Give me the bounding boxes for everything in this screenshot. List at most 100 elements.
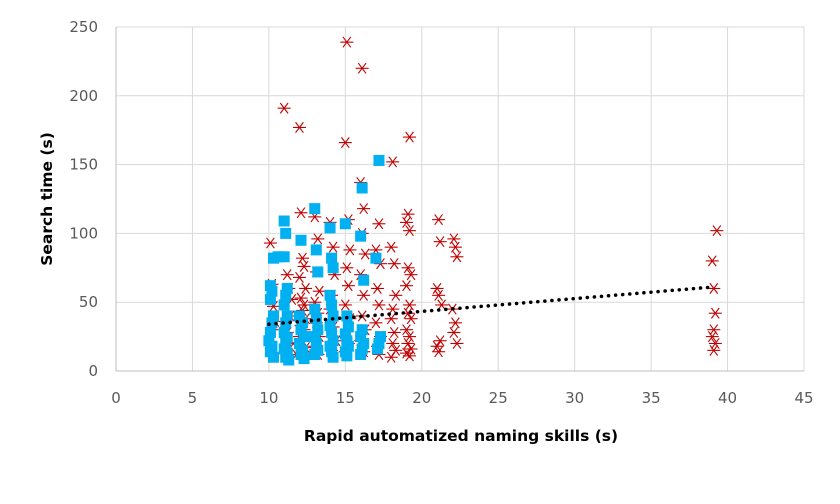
- data-point-square: [293, 337, 305, 349]
- data-point-square: [295, 324, 307, 336]
- data-point-square: [267, 310, 279, 322]
- data-point-square: [283, 354, 295, 366]
- data-point-asterisk: [399, 216, 413, 228]
- x-tick-label: 0: [111, 389, 121, 407]
- data-point-asterisk: [384, 241, 398, 253]
- data-point-square: [280, 289, 292, 301]
- x-tick-label: 40: [718, 389, 737, 407]
- y-tick-label: 0: [88, 362, 98, 380]
- data-point-asterisk: [384, 351, 398, 363]
- x-tick-label: 25: [489, 389, 508, 407]
- data-point-square: [309, 331, 321, 343]
- data-point-asterisk: [292, 271, 306, 283]
- data-point-asterisk: [433, 236, 447, 248]
- data-point-square: [356, 343, 368, 355]
- data-point-square: [327, 335, 339, 347]
- data-point-asterisk: [707, 344, 721, 356]
- data-point-asterisk: [404, 313, 418, 325]
- x-tick-label: 15: [336, 389, 355, 407]
- data-point-asterisk: [403, 131, 417, 143]
- data-point-square: [310, 313, 322, 325]
- data-point-square: [339, 218, 351, 230]
- data-point-square: [373, 337, 385, 349]
- data-point-square: [266, 340, 278, 352]
- x-tick-label: 30: [565, 389, 584, 407]
- data-point-square: [371, 343, 383, 355]
- gridlines: [116, 26, 805, 371]
- data-point-asterisk: [448, 317, 462, 329]
- data-point-square: [278, 215, 290, 227]
- data-point-square: [309, 203, 321, 215]
- tick-labels: 0 5 10 15 20 25 30 35 40 45 0 50 100 150 200 250: [69, 18, 813, 407]
- data-point-square: [327, 262, 339, 274]
- data-point-asterisk: [357, 289, 371, 301]
- data-point-asterisk: [707, 282, 721, 294]
- data-point-square: [298, 331, 310, 343]
- data-point-asterisk: [399, 280, 413, 292]
- data-point-square: [312, 266, 324, 278]
- data-point-asterisk: [341, 280, 355, 292]
- data-point-square: [341, 335, 353, 347]
- data-point-square: [264, 346, 276, 358]
- data-point-asterisk: [294, 207, 308, 219]
- data-point-square: [355, 331, 367, 343]
- data-point-square: [342, 340, 354, 352]
- data-point-square: [280, 227, 292, 239]
- data-point-asterisk: [404, 269, 418, 281]
- data-point-asterisk: [340, 36, 354, 48]
- data-point-square: [324, 340, 336, 352]
- data-point-asterisk: [403, 350, 417, 362]
- data-point-square: [281, 332, 293, 344]
- x-tick-label: 5: [188, 389, 198, 407]
- data-point-asterisk: [387, 326, 401, 339]
- data-point-square: [309, 348, 321, 360]
- data-point-asterisk: [403, 225, 417, 237]
- data-point-asterisk: [372, 218, 386, 230]
- data-point-square: [309, 303, 321, 315]
- data-point-asterisk: [358, 248, 372, 260]
- data-point-asterisk: [338, 299, 352, 311]
- trendline-path: [267, 285, 715, 326]
- data-point-square: [324, 320, 336, 332]
- data-point-square: [358, 274, 370, 286]
- data-point-square: [358, 337, 370, 349]
- data-point-square: [327, 351, 339, 363]
- data-point-asterisk: [401, 262, 415, 274]
- data-point-square: [266, 317, 278, 329]
- data-point-square: [278, 326, 290, 338]
- data-point-asterisk: [292, 121, 306, 133]
- data-point-square: [324, 289, 336, 301]
- data-point-asterisk: [401, 337, 415, 350]
- data-point-asterisk: [294, 292, 308, 304]
- data-point-asterisk: [372, 299, 386, 311]
- data-point-asterisk: [386, 156, 400, 168]
- data-point-asterisk: [299, 282, 313, 294]
- data-point-square: [280, 317, 292, 329]
- data-point-asterisk: [430, 282, 444, 294]
- series-square: [263, 154, 386, 366]
- data-point-square: [326, 326, 338, 338]
- data-point-asterisk: [399, 324, 413, 336]
- data-point-asterisk: [432, 214, 446, 226]
- data-point-square: [324, 222, 336, 234]
- data-point-square: [310, 337, 322, 349]
- data-point-asterisk: [707, 324, 721, 336]
- data-point-asterisk: [708, 337, 722, 350]
- data-point-asterisk: [355, 62, 369, 74]
- data-point-square: [264, 326, 276, 338]
- data-point-asterisk: [343, 244, 357, 256]
- data-point-square: [326, 299, 338, 311]
- data-point-asterisk: [432, 289, 446, 301]
- axes: [115, 27, 804, 372]
- data-point-asterisk: [450, 251, 464, 263]
- data-point-asterisk: [404, 343, 418, 355]
- x-tick-label: 35: [642, 389, 661, 407]
- data-point-asterisk: [386, 337, 400, 350]
- data-point-square: [373, 154, 385, 166]
- trendline: [267, 285, 715, 326]
- data-point-asterisk: [326, 241, 340, 253]
- data-point-square: [374, 331, 386, 343]
- data-point-asterisk: [448, 241, 462, 253]
- data-point-asterisk: [450, 337, 464, 350]
